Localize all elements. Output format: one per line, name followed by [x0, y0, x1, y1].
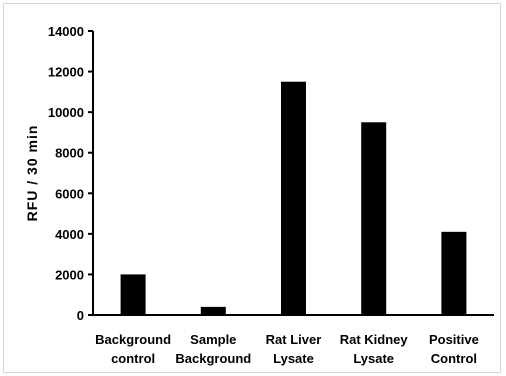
y-tick-label: 14000 — [48, 24, 84, 39]
bar — [200, 306, 226, 315]
x-category-label: Control — [431, 351, 477, 366]
x-category-label: control — [111, 351, 155, 366]
y-tick-label: 10000 — [48, 105, 84, 120]
x-category-label: Lysate — [273, 351, 314, 366]
bar — [441, 231, 467, 315]
bar — [361, 122, 387, 316]
x-category-label: Positive — [429, 332, 479, 347]
y-tick-label: 12000 — [48, 65, 84, 80]
x-category-label: Background — [95, 332, 171, 347]
x-category-label: Rat Liver — [266, 332, 322, 347]
x-category-label: Lysate — [353, 351, 394, 366]
y-tick-label: 4000 — [55, 227, 84, 242]
y-tick-label: 6000 — [55, 186, 84, 201]
plot-area: 0 2000 4000 6000 8000 10000 12000 14000 Backgrou… — [48, 24, 494, 366]
bar — [281, 81, 306, 315]
y-axis-title: RFU / 30 min — [24, 125, 40, 222]
x-category-label: Sample — [190, 332, 236, 347]
x-category-label: Background — [175, 351, 251, 366]
chart-frame — [3, 3, 501, 373]
y-tick-label: 8000 — [55, 146, 84, 161]
bar — [120, 274, 146, 315]
y-tick-label: 0 — [77, 308, 84, 323]
y-tick-label: 2000 — [55, 267, 84, 282]
x-category-label: Rat Kidney — [340, 332, 409, 347]
